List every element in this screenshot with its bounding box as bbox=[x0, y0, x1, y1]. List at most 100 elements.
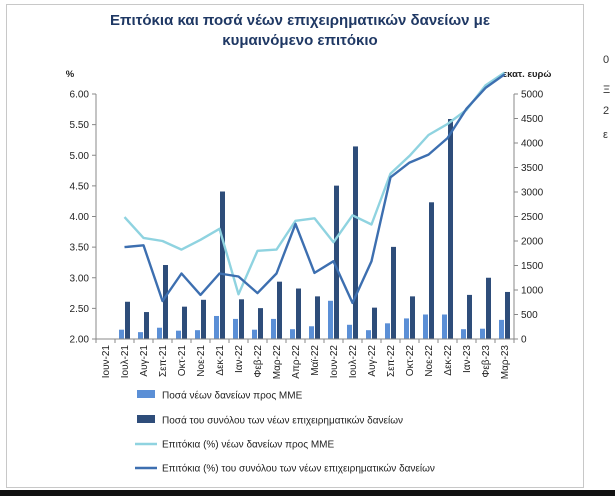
left-tick-label: 4.50 bbox=[70, 181, 90, 192]
x-tick-label: Νοε-21 bbox=[196, 345, 207, 377]
bottom-edge bbox=[0, 490, 615, 496]
bar-1-Οκτ-21 bbox=[176, 330, 181, 339]
x-tick-label: Ιουν-21 bbox=[101, 345, 112, 379]
legend-label-2: Ποσά του συνόλου των νέων επιχειρηματικώ… bbox=[162, 415, 403, 427]
legend-label-3: Επιτόκια (%) νέων δανείων προς ΜΜΕ bbox=[162, 439, 334, 451]
chart-title-line-1: Επιτόκια και ποσά νέων επιχειρηματικών δ… bbox=[110, 12, 490, 29]
bar-1-Νοε-21 bbox=[195, 330, 200, 339]
bar-2-Νοε-21 bbox=[201, 299, 206, 339]
x-tick-label: Μαρ-22 bbox=[272, 345, 283, 380]
x-tick-label: Οκτ-22 bbox=[405, 345, 416, 377]
bar-2-Μαρ-23 bbox=[505, 291, 510, 339]
bar-1-Απρ-22 bbox=[290, 329, 295, 339]
left-tick-label: 2.00 bbox=[70, 335, 90, 346]
chart-title-line-2: κυμαινόμενο επιτόκιο bbox=[222, 32, 377, 49]
x-tick-label: Ιαν-23 bbox=[462, 345, 473, 373]
bar-1-Μαϊ-22 bbox=[309, 326, 314, 339]
legend-swatch-1 bbox=[137, 390, 155, 398]
bar-2-Ιαν-23 bbox=[467, 294, 472, 339]
bar-1-Δεκ-21 bbox=[214, 315, 219, 339]
legend: Ποσά νέων δανείων προς ΜΜΕ Ποσά του συνόλ… bbox=[135, 390, 435, 475]
right-tick-label: 500 bbox=[521, 310, 538, 321]
bar-1-Ιουλ-22 bbox=[347, 324, 352, 339]
bar-2-Σεπ-21 bbox=[163, 265, 168, 339]
x-tick-label: Δεκ-22 bbox=[443, 345, 454, 376]
right-tick-label: 5000 bbox=[521, 90, 544, 101]
bar-1-Σεπ-22 bbox=[385, 323, 390, 339]
bar-2-Ιαν-22 bbox=[239, 299, 244, 339]
right-tick-label: 1000 bbox=[521, 286, 544, 297]
bar-2-Αυγ-22 bbox=[372, 307, 377, 339]
right-tick-label: 4500 bbox=[521, 114, 544, 125]
x-tick-label: Απρ-22 bbox=[291, 345, 302, 379]
left-tick-label: 3.50 bbox=[70, 243, 90, 254]
bar-2-Δεκ-22 bbox=[448, 118, 453, 340]
bar-2-Νοε-22 bbox=[429, 202, 434, 339]
right-tick-label: 4000 bbox=[521, 139, 544, 150]
x-tick-label: Σεπ-21 bbox=[158, 345, 169, 377]
bar-1-Αυγ-22 bbox=[366, 330, 371, 339]
bars-layer bbox=[119, 118, 510, 340]
x-tick-label: Αυγ-21 bbox=[139, 345, 150, 377]
x-tick-label: Ιαν-22 bbox=[234, 345, 245, 373]
right-tick-label: 1500 bbox=[521, 261, 544, 272]
legend-swatch-2 bbox=[137, 415, 155, 423]
x-tick-label: Ιουλ-21 bbox=[120, 345, 131, 379]
line-series-2 bbox=[124, 73, 506, 305]
bar-1-Ιουν-22 bbox=[328, 300, 333, 339]
x-tick-label: Μαϊ-22 bbox=[310, 345, 321, 376]
bar-1-Αυγ-21 bbox=[138, 332, 143, 339]
bar-1-Μαρ-23 bbox=[499, 319, 504, 339]
right-tick-label: 3000 bbox=[521, 188, 544, 199]
line-series-1 bbox=[123, 71, 506, 296]
x-tick-label: Σεπ-22 bbox=[386, 345, 397, 377]
bar-2-Μαρ-22 bbox=[277, 281, 282, 339]
bar-1-Ιουλ-21 bbox=[119, 329, 124, 339]
bar-1-Νοε-22 bbox=[423, 314, 428, 339]
right-tick-label: 2500 bbox=[521, 212, 544, 223]
left-tick-label: 5.50 bbox=[70, 120, 90, 131]
bar-2-Απρ-22 bbox=[296, 288, 301, 339]
left-axis-unit: % bbox=[66, 69, 75, 80]
left-tick-label: 6.00 bbox=[70, 90, 90, 101]
x-tick-label: Φεβ-23 bbox=[481, 345, 492, 378]
edge-glyph-2: Ξ bbox=[603, 84, 611, 96]
x-tick-label: Ιουν-22 bbox=[329, 345, 340, 379]
bar-1-Ιαν-22 bbox=[233, 318, 238, 339]
bar-2-Δεκ-21 bbox=[220, 191, 225, 339]
bar-1-Μαρ-22 bbox=[271, 318, 276, 339]
bar-1-Σεπ-21 bbox=[157, 327, 162, 339]
bar-2-Μαϊ-22 bbox=[315, 296, 320, 339]
left-tick-label: 5.00 bbox=[70, 151, 90, 162]
x-tick-label: Ιουλ-22 bbox=[348, 345, 359, 379]
bar-1-Ιαν-23 bbox=[461, 329, 466, 339]
axes-layer: 2.00 2.50 3.00 3.50 4.00 4.50 5.00 5.50 6.00 0 500… bbox=[70, 90, 544, 380]
bar-2-Ιουλ-22 bbox=[353, 146, 358, 339]
bar-2-Οκτ-21 bbox=[182, 306, 187, 339]
bar-2-Φεβ-23 bbox=[486, 277, 491, 339]
bar-1-Φεβ-22 bbox=[252, 329, 257, 339]
x-tick-label: Νοε-22 bbox=[424, 345, 435, 377]
right-tick-label: 2000 bbox=[521, 237, 544, 248]
bar-2-Φεβ-22 bbox=[258, 308, 263, 339]
bar-2-Αυγ-21 bbox=[144, 312, 149, 339]
edge-glyph-4: ε bbox=[603, 129, 608, 141]
left-tick-label: 4.00 bbox=[70, 212, 90, 223]
bar-1-Οκτ-22 bbox=[404, 318, 409, 339]
lines-layer bbox=[123, 71, 506, 305]
left-tick-label: 3.00 bbox=[70, 273, 90, 284]
right-tick-label: 3500 bbox=[521, 163, 544, 174]
x-tick-label: Αυγ-22 bbox=[367, 345, 378, 377]
legend-label-4: Επιτόκια (%) του συνόλου των νέων επιχει… bbox=[162, 463, 435, 475]
x-tick-label: Μαρ-23 bbox=[500, 345, 511, 380]
right-tick-label: 0 bbox=[521, 335, 527, 346]
legend-label-1: Ποσά νέων δανείων προς ΜΜΕ bbox=[162, 390, 303, 402]
x-tick-label: Δεκ-21 bbox=[215, 345, 226, 376]
bar-2-Ιουλ-21 bbox=[125, 301, 130, 339]
bar-2-Ιουν-22 bbox=[334, 185, 339, 339]
edge-glyph-3: 2 bbox=[603, 105, 610, 117]
bar-2-Οκτ-22 bbox=[410, 296, 415, 339]
left-tick-label: 2.50 bbox=[70, 304, 90, 315]
x-tick-label: Φεβ-22 bbox=[253, 345, 264, 378]
bar-1-Φεβ-23 bbox=[480, 328, 485, 339]
